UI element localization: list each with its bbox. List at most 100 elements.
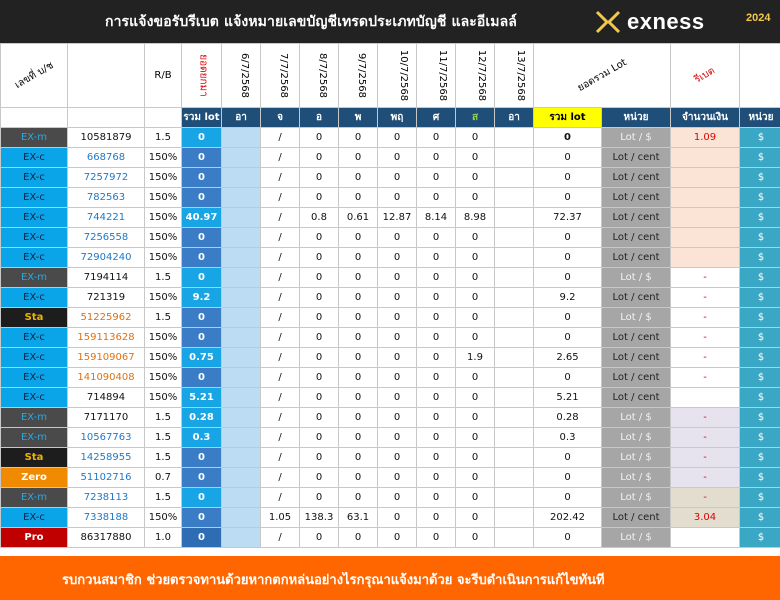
col-carry-forward: ยอดยกมา — [181, 43, 222, 108]
rebate-amount-cell: 3.04 — [670, 507, 740, 528]
total-lot-cell: 0.3 — [533, 427, 602, 448]
account-number-cell: 10567763 — [67, 427, 145, 448]
day-cell-empty — [221, 347, 261, 368]
day-value-cell: 0 — [338, 407, 378, 428]
carry-forward-lot-cell: 0.75 — [181, 347, 222, 368]
currency-cell: $ — [739, 187, 780, 208]
account-number-cell: 159109067 — [67, 347, 145, 368]
rebate-amount-cell: - — [670, 327, 740, 348]
sub-day-6: ศ — [416, 107, 456, 128]
day-value-cell: / — [260, 487, 300, 508]
carry-forward-lot-cell: 0 — [181, 447, 222, 468]
day-value-cell: 0 — [338, 147, 378, 168]
day-value-cell: 0 — [455, 187, 495, 208]
carry-forward-lot-cell: 9.2 — [181, 287, 222, 308]
day-value-cell: 0 — [455, 127, 495, 148]
currency-cell: $ — [739, 247, 780, 268]
day-value-cell: 0 — [338, 467, 378, 488]
day-value-cell: 138.3 — [299, 507, 339, 528]
day-value-cell: 0 — [416, 467, 456, 488]
table-row: Sta 14258955 1.5 0/0 0 0 0 0 0 Lot / $ - $ — [0, 447, 780, 468]
day-value-cell: 0 — [338, 347, 378, 368]
day-value-cell: 0 — [455, 147, 495, 168]
currency-cell: $ — [739, 167, 780, 188]
day-value-cell: 0 — [338, 487, 378, 508]
day-value-cell: 0 — [455, 527, 495, 548]
col-date-1: 6/7/2568 — [221, 43, 261, 108]
total-lot-cell: 0 — [533, 367, 602, 388]
total-lot-cell: 0 — [533, 447, 602, 468]
table-row: EX-c 782563 150% 0/0 0 0 0 0 0 Lot / cent $ — [0, 187, 780, 208]
day-value-cell: 0 — [416, 167, 456, 188]
currency-cell: $ — [739, 347, 780, 368]
sub-lot: รวม lot — [181, 107, 222, 128]
day-value-cell: 0 — [416, 267, 456, 288]
account-type-cell: EX-m — [0, 407, 68, 428]
carry-forward-lot-cell: 0 — [181, 267, 222, 288]
day-value-cell: 0 — [338, 527, 378, 548]
table-row: EX-m 7238113 1.5 0/0 0 0 0 0 0 Lot / $ - $ — [0, 487, 780, 508]
day-value-cell-last — [494, 387, 534, 408]
day-value-cell: 0 — [416, 387, 456, 408]
unit-cell: Lot / $ — [601, 487, 671, 508]
account-type-cell: EX-c — [0, 507, 68, 528]
day-value-cell: 0 — [377, 427, 417, 448]
total-lot-cell: 0.28 — [533, 407, 602, 428]
carry-forward-lot-cell: 0 — [181, 187, 222, 208]
day-value-cell: 0 — [338, 427, 378, 448]
account-number-cell: 141090408 — [67, 367, 145, 388]
currency-cell: $ — [739, 407, 780, 428]
rebate-amount-cell: - — [670, 307, 740, 328]
day-value-cell: 0 — [299, 167, 339, 188]
logo-text: exness — [627, 9, 705, 34]
unit-cell: Lot / cent — [601, 147, 671, 168]
day-value-cell-last — [494, 227, 534, 248]
total-lot-cell: 0 — [533, 147, 602, 168]
total-lot-cell: 202.42 — [533, 507, 602, 528]
day-value-cell: 0 — [299, 527, 339, 548]
day-value-cell: 0 — [416, 407, 456, 428]
account-number-cell: 7257972 — [67, 167, 145, 188]
day-value-cell-last — [494, 267, 534, 288]
day-value-cell: 0 — [377, 487, 417, 508]
account-number-cell: 7194114 — [67, 267, 145, 288]
rebate-amount-cell: - — [670, 447, 740, 468]
day-cell-empty — [221, 407, 261, 428]
table-row: EX-m 10567763 1.5 0.3/0 0 0 0 0 0.3 Lot / $ - $ — [0, 427, 780, 448]
col-date-3: 8/7/2568 — [299, 43, 339, 108]
rebate-amount-cell: - — [670, 407, 740, 428]
page-header: การแจ้งขอรับรีเบต แจ้งหมายเลขบัญชีเทรดปร… — [0, 0, 780, 43]
col-rb: R/B — [144, 43, 182, 108]
carry-forward-lot-cell: 0 — [181, 227, 222, 248]
day-value-cell-last — [494, 507, 534, 528]
day-value-cell: 0 — [416, 327, 456, 348]
rb-cell: 150% — [144, 347, 182, 368]
currency-cell: $ — [739, 527, 780, 548]
day-value-cell: 0 — [299, 147, 339, 168]
day-cell-empty — [221, 287, 261, 308]
day-cell-empty — [221, 327, 261, 348]
account-number-cell: 782563 — [67, 187, 145, 208]
day-value-cell: 0 — [455, 307, 495, 328]
day-value-cell: 0 — [377, 527, 417, 548]
currency-cell: $ — [739, 427, 780, 448]
total-lot-cell: 72.37 — [533, 207, 602, 228]
col-account-number — [67, 43, 145, 108]
day-value-cell: 0 — [299, 367, 339, 388]
rebate-amount-cell — [670, 527, 740, 548]
day-value-cell: 0 — [377, 367, 417, 388]
rb-cell: 1.5 — [144, 487, 182, 508]
carry-forward-lot-cell: 0 — [181, 327, 222, 348]
account-number-cell: 7238113 — [67, 487, 145, 508]
col-rebate: รีเบต — [670, 43, 740, 108]
day-value-cell: 0 — [455, 167, 495, 188]
year-label: 2024 — [746, 12, 771, 24]
day-cell-empty — [221, 127, 261, 148]
currency-cell: $ — [739, 327, 780, 348]
unit-cell: Lot / cent — [601, 367, 671, 388]
currency-cell: $ — [739, 507, 780, 528]
unit-cell: Lot / cent — [601, 187, 671, 208]
col-date-7: 12/7/2568 — [455, 43, 495, 108]
unit-cell: Lot / cent — [601, 327, 671, 348]
day-value-cell: 0 — [377, 267, 417, 288]
